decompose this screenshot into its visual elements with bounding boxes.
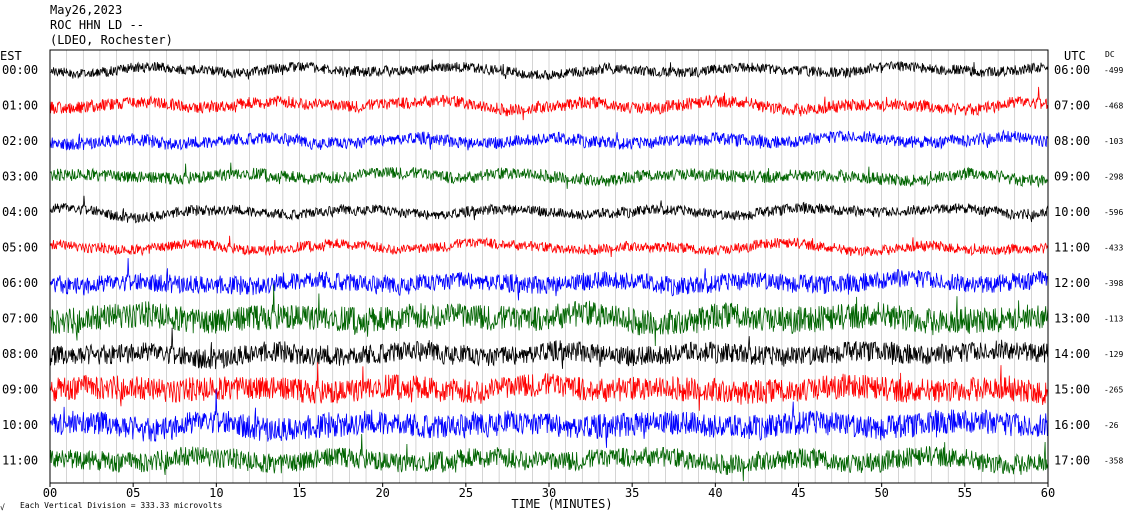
x-tick-label: 05 bbox=[126, 486, 140, 500]
x-tick-label: 35 bbox=[625, 486, 639, 500]
utc-axis-label: UTC bbox=[1064, 49, 1086, 63]
trace-row bbox=[49, 258, 1049, 301]
est-row-label: 02:00 bbox=[2, 134, 38, 148]
footer-mark: √ bbox=[0, 503, 5, 512]
trace-row bbox=[49, 162, 1049, 189]
dc-row-value: -113 bbox=[1104, 315, 1123, 324]
dc-row-value: -468 bbox=[1104, 102, 1123, 111]
x-axis-label: TIME (MINUTES) bbox=[511, 497, 612, 511]
dc-row-value: -298 bbox=[1104, 173, 1123, 182]
seismogram-traces bbox=[49, 59, 1049, 482]
x-tick-label: 30 bbox=[542, 486, 556, 500]
dc-row-value: -358 bbox=[1104, 457, 1123, 466]
x-tick-label: 60 bbox=[1041, 486, 1055, 500]
x-tick-label: 20 bbox=[375, 486, 389, 500]
est-row-label: 05:00 bbox=[2, 241, 38, 255]
trace-row bbox=[49, 59, 1049, 81]
utc-row-label: 13:00 bbox=[1054, 312, 1090, 326]
utc-row-label: 17:00 bbox=[1054, 454, 1090, 468]
x-tick-label: 50 bbox=[874, 486, 888, 500]
trace-row bbox=[49, 433, 1049, 482]
x-tick-label: 25 bbox=[459, 486, 473, 500]
x-tick-label: 40 bbox=[708, 486, 722, 500]
est-row-label: 00:00 bbox=[2, 63, 38, 77]
utc-row-label: 12:00 bbox=[1054, 276, 1090, 290]
axis-labels: 00:00 06:00 -499 01:00 07:00 -468 02:00 08:00 -1… bbox=[0, 49, 1123, 512]
dc-row-value: -103 bbox=[1104, 137, 1123, 146]
trace-row bbox=[49, 327, 1049, 370]
est-row-label: 03:00 bbox=[2, 170, 38, 184]
est-row-label: 04:00 bbox=[2, 205, 38, 219]
trace-row bbox=[49, 129, 1049, 151]
est-row-label: 10:00 bbox=[2, 418, 38, 432]
utc-row-label: 10:00 bbox=[1054, 205, 1090, 219]
dc-row-value: -26 bbox=[1104, 421, 1119, 430]
footer-scale-note: Each Vertical Division = 333.33 microvol… bbox=[20, 501, 222, 510]
x-tick-label: 45 bbox=[791, 486, 805, 500]
est-row-label: 01:00 bbox=[2, 99, 38, 113]
dc-row-value: -596 bbox=[1104, 208, 1123, 217]
chart-grid bbox=[66, 50, 1032, 483]
plot-station: ROC HHN LD -- bbox=[50, 18, 144, 32]
x-tick-label: 10 bbox=[209, 486, 223, 500]
est-row-label: 09:00 bbox=[2, 383, 38, 397]
est-row-label: 06:00 bbox=[2, 276, 38, 290]
utc-row-label: 16:00 bbox=[1054, 418, 1090, 432]
est-row-label: 08:00 bbox=[2, 347, 38, 361]
utc-row-label: 08:00 bbox=[1054, 134, 1090, 148]
x-tick-label: 55 bbox=[958, 486, 972, 500]
dc-axis-label: DC bbox=[1105, 50, 1115, 59]
utc-row-label: 11:00 bbox=[1054, 241, 1090, 255]
utc-row-label: 06:00 bbox=[1054, 63, 1090, 77]
x-tick-label: 15 bbox=[292, 486, 306, 500]
est-row-label: 07:00 bbox=[2, 312, 38, 326]
dc-row-value: -129 bbox=[1104, 350, 1123, 359]
trace-row bbox=[49, 86, 1049, 121]
utc-row-label: 15:00 bbox=[1054, 383, 1090, 397]
dc-row-value: -398 bbox=[1104, 279, 1123, 288]
utc-row-label: 14:00 bbox=[1054, 347, 1090, 361]
trace-row bbox=[49, 284, 1049, 347]
dc-row-value: -265 bbox=[1104, 386, 1123, 395]
x-tick-label: 00 bbox=[43, 486, 57, 500]
est-axis-label: EST bbox=[0, 49, 22, 63]
trace-row bbox=[49, 389, 1049, 448]
plot-date: May26,2023 bbox=[50, 3, 123, 17]
plot-network: (LDEO, Rochester) bbox=[50, 33, 173, 47]
dc-row-value: -499 bbox=[1104, 66, 1123, 75]
dc-row-value: -433 bbox=[1104, 244, 1123, 253]
utc-row-label: 09:00 bbox=[1054, 170, 1090, 184]
est-row-label: 11:00 bbox=[2, 454, 38, 468]
trace-row bbox=[49, 195, 1049, 224]
utc-row-label: 07:00 bbox=[1054, 99, 1090, 113]
trace-row bbox=[49, 235, 1049, 258]
